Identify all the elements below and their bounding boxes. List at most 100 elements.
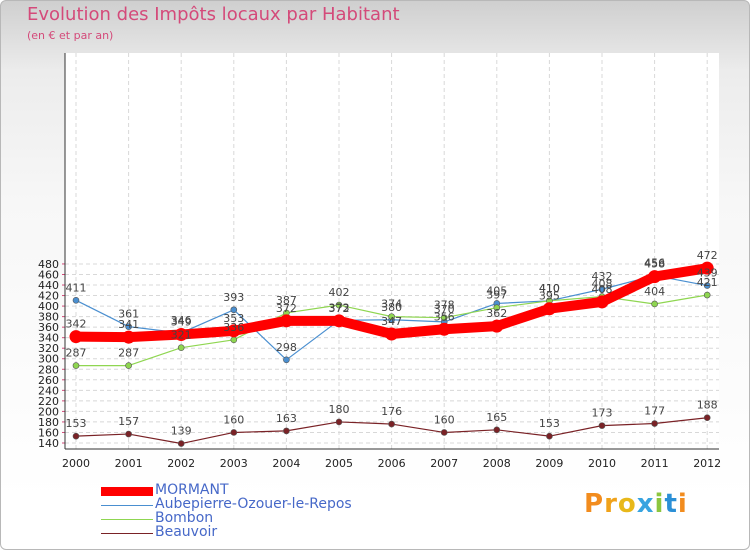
data-label-mormant: 347 [381,315,402,328]
y-tick-label: 480 [38,258,59,271]
data-label-aubepierre-ozouer-le-repos: 373 [329,301,350,314]
data-label-aubepierre-ozouer-le-repos: 361 [118,308,139,321]
x-tick-label: 2008 [483,457,511,470]
data-point-bombon [703,291,711,299]
data-label-aubepierre-ozouer-le-repos: 370 [434,303,455,316]
data-point-mormant [174,328,188,342]
data-label-mormant: 362 [486,307,507,320]
data-label-bombon: 402 [329,286,350,299]
data-point-aubepierre-ozouer-le-repos [598,285,606,293]
data-point-beauvoir [72,432,80,440]
data-point-mormant [279,314,293,328]
data-label-aubepierre-ozouer-le-repos: 439 [697,267,718,280]
data-point-bombon [493,304,501,311]
legend-swatch-bombon [101,519,153,520]
data-point-mormant [227,324,241,338]
data-point-bombon [230,336,238,344]
data-label-beauvoir: 160 [223,413,244,426]
data-label-beauvoir: 188 [697,399,718,412]
data-point-bombon [125,362,132,369]
y-tick-label: 460 [38,268,59,281]
data-label-beauvoir: 163 [276,412,297,425]
y-tick-label: 200 [38,405,59,418]
data-label-aubepierre-ozouer-le-repos: 298 [276,341,297,354]
x-tick-label: 2007 [430,457,458,470]
brand-letter: o [617,489,637,519]
y-tick-labels: 1401601802002202402602803003203403603804… [38,258,59,450]
data-label-beauvoir: 153 [66,417,87,430]
data-label-bombon: 287 [118,347,139,360]
legend-label-beauvoir: Beauvoir [155,524,218,540]
data-label-aubepierre-ozouer-le-repos: 346 [171,314,192,327]
data-label-mormant: 408 [592,283,613,296]
y-tick-label: 220 [38,395,59,408]
x-tick-label: 2006 [378,457,406,470]
data-point-beauvoir [598,422,606,429]
data-label-bombon: 410 [539,282,560,295]
data-point-mormant [700,261,714,275]
data-label-mormant: 353 [223,312,244,325]
data-point-bombon [177,344,185,351]
data-label-bombon: 378 [434,299,455,312]
data-label-beauvoir: 139 [171,425,192,438]
data-label-aubepierre-ozouer-le-repos: 405 [486,284,507,297]
data-point-beauvoir [493,426,501,434]
data-label-bombon: 408 [592,278,613,291]
series-lines [69,261,714,447]
x-tick-label: 2000 [62,457,90,470]
x-tick-label: 2005 [325,457,353,470]
x-tick-label: 2009 [535,457,563,470]
data-point-mormant [122,330,136,344]
data-point-mormant [69,330,83,344]
data-label-mormant: 472 [697,249,718,262]
data-label-beauvoir: 165 [486,411,507,424]
data-point-beauvoir [651,420,658,427]
data-label-bombon: 374 [381,298,402,311]
data-label-mormant: 395 [539,290,560,303]
data-label-aubepierre-ozouer-le-repos: 393 [223,291,244,304]
legend-swatch-mormant [101,487,153,496]
x-tick-label: 2010 [588,457,616,470]
y-tick-label: 160 [38,426,59,439]
data-point-mormant [490,319,504,333]
data-label-mormant: 372 [329,302,350,315]
data-point-beauvoir [283,427,290,435]
data-point-bombon [651,300,658,308]
data-point-beauvoir [388,420,395,428]
data-label-beauvoir: 180 [329,403,350,416]
data-point-bombon [388,313,395,320]
data-label-beauvoir: 157 [118,415,139,428]
axes [62,53,719,450]
data-point-beauvoir [440,429,448,436]
data-point-aubepierre-ozouer-le-repos [125,323,132,330]
data-label-mormant: 372 [276,302,297,315]
x-tick-labels: 2000 2001 2002 2003 2004 2005 2006 2007 2008 2009… [62,457,721,470]
y-tick-label: 300 [38,353,59,366]
y-tick-label: 420 [38,290,59,303]
data-point-aubepierre-ozouer-le-repos [230,306,238,314]
data-point-bombon [440,314,448,321]
data-label-mormant: 349 [171,316,192,329]
x-tick-label: 2004 [272,457,300,470]
data-label-mormant: 341 [118,318,139,331]
data-point-beauvoir [703,414,711,422]
data-label-beauvoir: 177 [644,405,665,418]
data-label-bombon: 287 [66,347,87,360]
data-label-mormant: 342 [66,318,87,331]
y-tick-label: 380 [38,311,59,324]
data-label-bombon: 404 [644,285,665,298]
data-label-mormant: 458 [644,258,665,271]
data-label-aubepierre-ozouer-le-repos: 456 [644,257,665,270]
data-point-beauvoir [125,430,132,438]
data-label-bombon: 387 [276,294,297,307]
data-label-aubepierre-ozouer-le-repos: 380 [381,301,402,314]
data-label-bombon: 397 [486,289,507,302]
data-label-aubepierre-ozouer-le-repos: 410 [539,282,560,295]
data-point-mormant [648,270,662,284]
y-tick-label: 280 [38,363,59,376]
brand-letter: i [677,489,688,519]
brand-letter: P [584,489,605,519]
legend-label-mormant: MORMANT [155,482,229,498]
